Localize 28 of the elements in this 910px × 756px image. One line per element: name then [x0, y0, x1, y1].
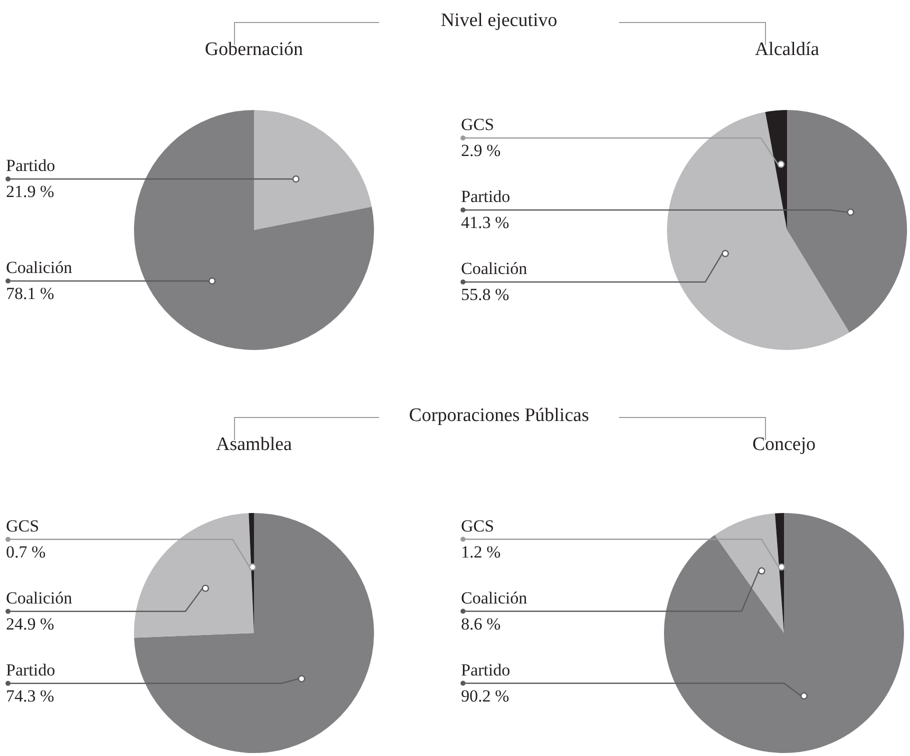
slice-label: Coalición — [461, 258, 528, 278]
data-label: 21.9 % — [6, 182, 54, 201]
slice-label: Coalición — [461, 588, 528, 608]
text: Nivel ejecutivo — [379, 10, 619, 32]
chart-title: Asamblea — [215, 434, 293, 456]
data-label: 41.3 % — [461, 212, 510, 232]
data-label: 55.8 % — [461, 284, 510, 304]
data-label: 2.9 % — [461, 140, 501, 160]
slice-label: Coalición — [6, 258, 73, 277]
slice-label: Coalición — [6, 588, 73, 608]
data-label: 74.3 % — [6, 686, 54, 706]
slice-label: GCS — [461, 114, 494, 134]
slice-label: Partido — [6, 156, 56, 175]
slice-label: Partido — [461, 660, 510, 680]
chart-title: Alcaldía — [754, 39, 820, 61]
text: Corporaciones Públicas — [379, 405, 619, 427]
slice-label: GCS — [6, 516, 40, 536]
data-label: 1.2 % — [461, 542, 501, 562]
slice-label: GCS — [461, 516, 494, 536]
data-label: 8.6 % — [461, 614, 501, 634]
data-label: 0.7 % — [6, 542, 46, 562]
data-label: 78.1 % — [6, 284, 54, 303]
slice-label: Partido — [461, 186, 510, 206]
chart-title: Gobernación — [204, 39, 304, 61]
data-label: 90.2 % — [461, 686, 510, 706]
slice-label: Partido — [6, 660, 56, 680]
data-label: 24.9 % — [6, 614, 54, 634]
chart-title: Concejo — [751, 434, 817, 456]
